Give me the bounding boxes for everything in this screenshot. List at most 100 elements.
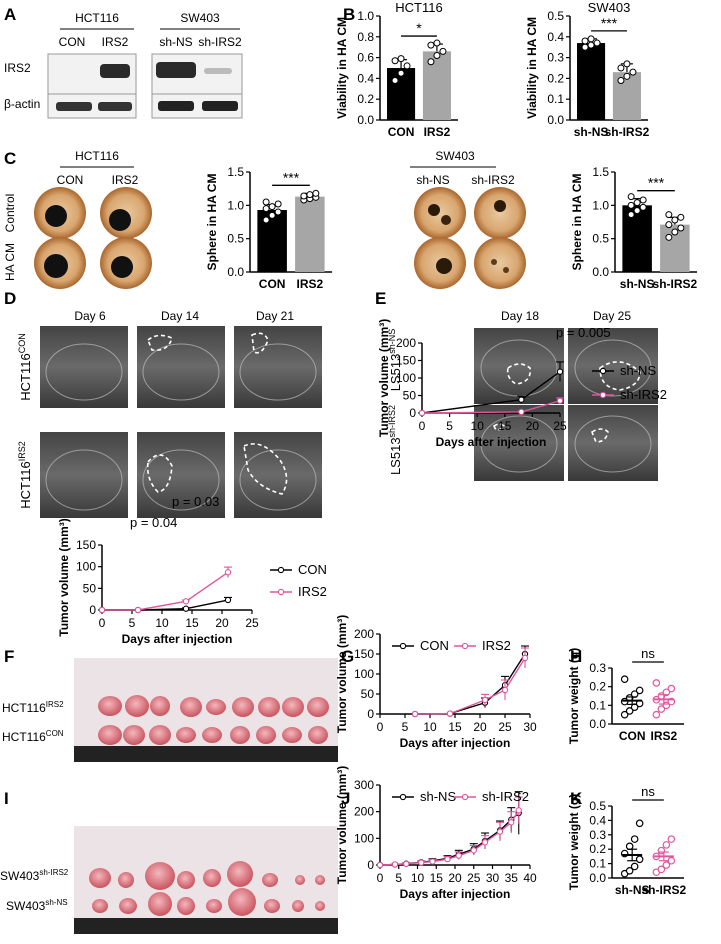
image-col-label: IRS2	[112, 173, 139, 187]
x-tick-label: 5	[395, 871, 402, 885]
data-point	[630, 862, 639, 871]
panel-letter: B	[343, 5, 355, 24]
data-point	[274, 200, 282, 208]
y-axis: 0.0 0.5 1.0 1.5 Sphere in HA CM	[205, 165, 251, 279]
data-point	[630, 835, 639, 843]
y-axis-label: Tumor volume (mm³)	[377, 319, 391, 437]
data-point	[403, 62, 411, 70]
x-tick-label: CON	[259, 277, 286, 291]
x-tick-label: 25	[498, 720, 512, 734]
data-point	[556, 368, 564, 375]
y-tick-label: 0.5	[547, 9, 564, 23]
data-point	[182, 605, 190, 612]
y-axis-label: Viability in HA CM	[525, 17, 539, 119]
data-point	[662, 841, 671, 849]
bar	[622, 205, 652, 272]
data-point	[665, 211, 673, 219]
mri-panel-d: Day 6 Day 14 Day 21 HCT116CON HCT116IRS2	[17, 309, 322, 518]
y-axis-label: Tumor weight (g)	[567, 648, 581, 744]
data-point	[657, 865, 666, 874]
y-tick-label: 50	[83, 581, 97, 595]
x-tick-label: 20	[473, 720, 487, 734]
data-point	[397, 55, 405, 63]
mri-scan	[40, 432, 128, 518]
mri-scan	[234, 432, 322, 518]
data-point	[300, 192, 308, 200]
data-point	[501, 686, 509, 694]
x-axis: 0 5 10 15 20 25 Days after injection	[419, 412, 567, 449]
x-axis: 0 5 10 15 20 25 30 Days after injection	[377, 713, 537, 750]
image-group-label: SW403	[435, 149, 475, 163]
image-row-label: Control	[3, 194, 17, 233]
legend-label: IRS2	[482, 638, 511, 653]
y-axis-label: Tumor volume (mm³)	[335, 615, 349, 733]
panel-letter: G	[341, 647, 354, 666]
y-tick-label: 0.4	[357, 71, 374, 85]
data-point	[652, 710, 661, 719]
data-point	[439, 47, 447, 55]
data-point	[633, 207, 641, 215]
data-point	[620, 710, 629, 719]
y-tick-label: 0.0	[547, 113, 564, 127]
x-tick-label: 0	[377, 720, 384, 734]
tumor-row-label: HCT116CON	[2, 729, 64, 744]
x-tick-label: 10	[471, 419, 485, 433]
data-point	[418, 409, 426, 417]
legend-label: sh-NS	[620, 363, 656, 378]
x-tick-label: 25	[467, 871, 481, 885]
y-tick-label: 0.5	[589, 799, 606, 813]
sphere-images-panel: HCT116 CON IRS2 Control HA CM SW403 sh-N…	[3, 149, 526, 289]
y-tick-label: 50	[361, 687, 375, 701]
blot-lane-label: sh-NS	[159, 35, 192, 49]
x-axis: 0 5 10 15 20 25 30 35 40 Days after injection	[377, 864, 537, 901]
data-point	[262, 216, 270, 224]
x-tick-label: 15	[430, 871, 444, 885]
y-tick-label: 1.5	[592, 165, 609, 179]
data-point	[665, 221, 673, 229]
data-point	[455, 852, 462, 859]
data-point	[268, 203, 276, 211]
data-point	[662, 688, 671, 697]
tumor-outline	[492, 361, 641, 443]
legend-label: sh-NS	[420, 789, 456, 804]
legend-marker	[461, 793, 469, 801]
data-point	[556, 397, 564, 404]
y-tick-label: 1.0	[227, 198, 244, 212]
blot-group-label: HCT116	[75, 11, 119, 25]
mri-day-label: Day 14	[161, 309, 199, 323]
data-point	[652, 679, 661, 687]
data-point	[633, 199, 641, 207]
x-tick-label: 0	[99, 616, 106, 630]
data-point	[262, 198, 270, 206]
x-tick-label: 25	[245, 616, 259, 630]
y-axis-label: Tumor volume (mm³)	[335, 766, 349, 884]
legend-marker	[599, 367, 607, 375]
x-axis-label: Days after injection	[400, 887, 511, 901]
legend-label: CON	[420, 638, 449, 653]
data-point	[635, 819, 644, 828]
data-point	[98, 606, 106, 614]
data-point	[667, 856, 676, 865]
legend-label: CON	[298, 562, 327, 577]
legend-marker	[277, 566, 285, 574]
mri-scan	[568, 328, 658, 404]
p-value-annotation: p = 0.03	[172, 494, 219, 509]
x-tick-label: CON	[388, 125, 415, 139]
mri-day-label: Day 18	[501, 309, 539, 323]
well-image	[474, 237, 526, 289]
data-point	[665, 233, 673, 241]
data-point	[627, 211, 635, 219]
data-point	[587, 35, 595, 43]
mri-scan	[568, 405, 658, 481]
panel-letter: H	[570, 647, 582, 666]
data-point	[429, 858, 436, 865]
western-blot-panel: HCT116 SW403 CON IRS2 sh-NS sh-IRS2 IRS2…	[4, 11, 243, 119]
y-axis-label: Sphere in HA CM	[570, 174, 584, 271]
x-tick-label: sh-IRS2	[653, 277, 698, 291]
well-image	[474, 187, 526, 239]
y-tick-label: 0.1	[547, 92, 564, 106]
data-point	[625, 842, 634, 851]
image-col-label: sh-IRS2	[471, 173, 515, 187]
y-tick-label: 0.3	[547, 51, 564, 65]
